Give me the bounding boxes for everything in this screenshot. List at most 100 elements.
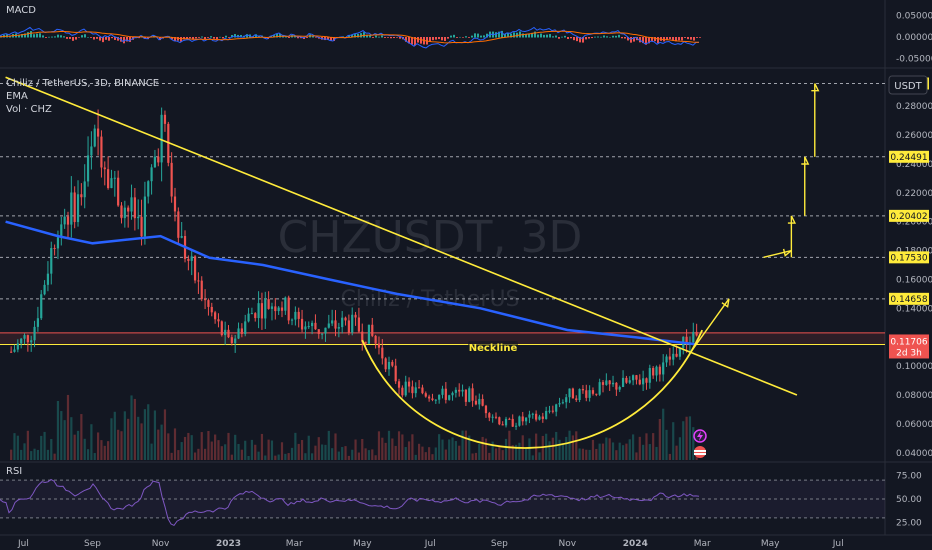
candle-body[interactable]	[611, 382, 615, 385]
candle-body[interactable]	[217, 319, 220, 322]
candle-body[interactable]	[93, 128, 96, 147]
candle-body[interactable]	[407, 381, 411, 387]
candle-body[interactable]	[364, 341, 367, 344]
candle-body[interactable]	[675, 353, 678, 357]
candle-body[interactable]	[344, 317, 347, 321]
candle-body[interactable]	[351, 314, 354, 333]
candle-body[interactable]	[424, 393, 427, 397]
currency-button[interactable]	[888, 75, 928, 95]
candle-body[interactable]	[274, 306, 277, 312]
candle-body[interactable]	[575, 398, 578, 400]
candle-body[interactable]	[458, 389, 461, 392]
candlesticks[interactable]	[10, 107, 698, 430]
candle-body[interactable]	[33, 326, 36, 341]
candle-body[interactable]	[561, 402, 564, 404]
candle-body[interactable]	[474, 400, 478, 405]
candle-body[interactable]	[568, 388, 571, 398]
candle-body[interactable]	[662, 362, 665, 375]
candle-body[interactable]	[86, 155, 90, 182]
candle-body[interactable]	[70, 192, 73, 225]
candle-body[interactable]	[300, 318, 304, 330]
trendline[interactable]	[5, 76, 798, 396]
candle-body[interactable]	[391, 361, 394, 366]
candle-body[interactable]	[665, 356, 668, 363]
candle-body[interactable]	[421, 387, 424, 394]
candle-body[interactable]	[187, 258, 190, 261]
candle-body[interactable]	[555, 404, 558, 412]
candle-body[interactable]	[387, 361, 391, 370]
candle-body[interactable]	[565, 397, 568, 403]
candle-body[interactable]	[147, 181, 150, 197]
candle-body[interactable]	[327, 323, 330, 328]
candle-body[interactable]	[347, 320, 350, 333]
candle-body[interactable]	[428, 396, 431, 399]
candle-body[interactable]	[488, 413, 491, 418]
candle-body[interactable]	[150, 167, 153, 182]
candle-body[interactable]	[210, 306, 213, 313]
candle-body[interactable]	[324, 327, 327, 334]
candle-body[interactable]	[478, 398, 481, 405]
candle-body[interactable]	[528, 414, 531, 418]
candle-body[interactable]	[652, 368, 655, 376]
projection-arrow[interactable]	[690, 298, 730, 353]
candle-body[interactable]	[621, 377, 625, 388]
cup-pattern-curve[interactable]	[361, 329, 704, 449]
candle-body[interactable]	[180, 236, 183, 238]
candle-body[interactable]	[16, 343, 19, 350]
candle-body[interactable]	[234, 338, 237, 344]
candle-body[interactable]	[531, 413, 534, 415]
candle-body[interactable]	[331, 320, 334, 324]
candle-body[interactable]	[367, 324, 371, 344]
candle-body[interactable]	[668, 356, 671, 360]
candle-body[interactable]	[304, 326, 307, 330]
candle-body[interactable]	[514, 425, 518, 427]
candle-body[interactable]	[53, 248, 56, 250]
signal-line[interactable]	[0, 30, 699, 44]
candle-body[interactable]	[110, 178, 113, 189]
chart-annotations[interactable]	[5, 76, 820, 449]
candle-body[interactable]	[20, 338, 23, 344]
candle-body[interactable]	[441, 388, 444, 395]
candle-body[interactable]	[585, 390, 588, 398]
candle-body[interactable]	[578, 389, 581, 400]
candle-body[interactable]	[685, 336, 688, 344]
candle-body[interactable]	[314, 322, 317, 330]
candle-body[interactable]	[601, 382, 605, 385]
candle-body[interactable]	[197, 280, 200, 282]
candle-body[interactable]	[207, 300, 210, 307]
candle-body[interactable]	[36, 318, 39, 327]
candle-body[interactable]	[608, 380, 611, 385]
candle-body[interactable]	[451, 392, 454, 396]
candle-body[interactable]	[444, 388, 447, 400]
candle-body[interactable]	[581, 389, 585, 391]
candle-body[interactable]	[284, 297, 287, 311]
candle-body[interactable]	[541, 416, 544, 419]
macd-line[interactable]	[0, 26, 700, 49]
candle-body[interactable]	[50, 248, 53, 274]
candle-body[interactable]	[230, 337, 233, 344]
candle-body[interactable]	[511, 418, 514, 427]
candle-body[interactable]	[294, 311, 297, 320]
candle-body[interactable]	[377, 343, 381, 348]
candle-body[interactable]	[80, 194, 83, 198]
candle-body[interactable]	[280, 307, 284, 311]
candle-body[interactable]	[177, 211, 180, 238]
candle-body[interactable]	[193, 256, 197, 281]
candle-body[interactable]	[260, 303, 264, 319]
candle-body[interactable]	[468, 388, 471, 402]
candle-body[interactable]	[434, 399, 437, 401]
flag-icon[interactable]	[694, 446, 706, 458]
candle-body[interactable]	[46, 273, 50, 285]
candle-body[interactable]	[645, 378, 648, 383]
candle-body[interactable]	[371, 324, 374, 336]
candle-body[interactable]	[695, 331, 698, 336]
candle-body[interactable]	[297, 311, 300, 319]
candle-body[interactable]	[321, 333, 324, 335]
candle-body[interactable]	[518, 416, 521, 426]
candle-body[interactable]	[354, 314, 357, 318]
candle-body[interactable]	[157, 156, 160, 163]
candle-body[interactable]	[13, 349, 16, 352]
candle-body[interactable]	[107, 169, 110, 189]
candle-body[interactable]	[287, 297, 290, 321]
